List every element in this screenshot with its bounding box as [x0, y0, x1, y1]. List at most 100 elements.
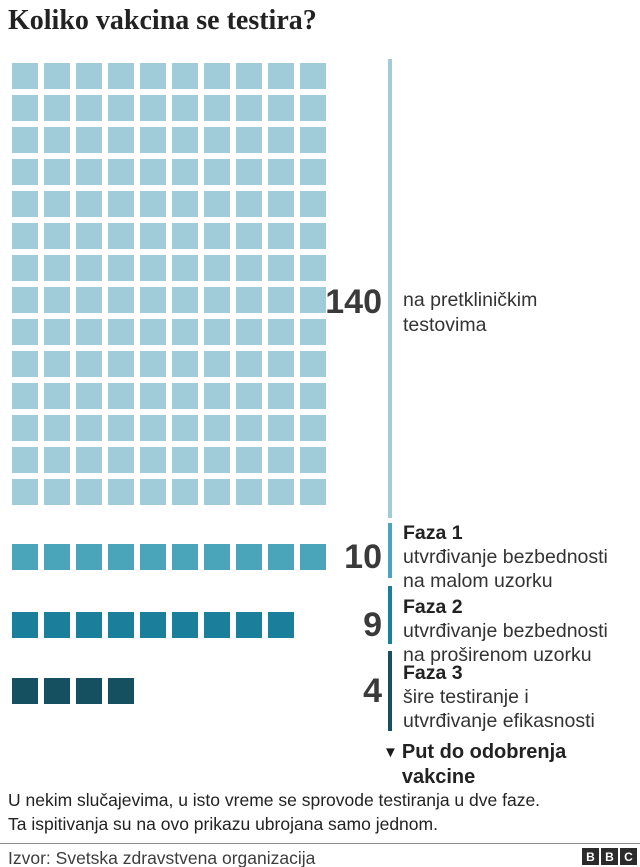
- value-preclinical: 140: [325, 283, 382, 321]
- waffle-square: [140, 95, 166, 121]
- waffle-square: [44, 95, 70, 121]
- waffle-square: [172, 479, 198, 505]
- waffle-square: [204, 191, 230, 217]
- waffle-square: [12, 415, 38, 441]
- waffle-square: [204, 223, 230, 249]
- waffle-square: [44, 255, 70, 281]
- waffle-square: [236, 479, 262, 505]
- waffle-square: [236, 191, 262, 217]
- waffle-square: [172, 447, 198, 473]
- waffle-square: [236, 127, 262, 153]
- waffle-square: [44, 678, 70, 704]
- waffle-square: [236, 255, 262, 281]
- waffle-square: [300, 351, 326, 377]
- waffle-row-phase2: [12, 612, 294, 638]
- phase3-description: šire testiranje i utvrđivanje efikasnost…: [403, 686, 595, 732]
- waffle-square: [300, 191, 326, 217]
- waffle-square: [204, 351, 230, 377]
- waffle-square: [204, 95, 230, 121]
- waffle-square: [268, 612, 294, 638]
- waffle-square: [12, 678, 38, 704]
- waffle-square: [108, 319, 134, 345]
- waffle-square: [140, 612, 166, 638]
- waffle-square: [44, 287, 70, 313]
- value-phase2: 9: [363, 606, 382, 644]
- waffle-square: [268, 319, 294, 345]
- waffle-square: [236, 95, 262, 121]
- waffle-square: [172, 255, 198, 281]
- waffle-square: [172, 319, 198, 345]
- waffle-square: [140, 223, 166, 249]
- waffle-square: [44, 351, 70, 377]
- bbc-logo: B B C: [582, 848, 637, 865]
- waffle-square: [140, 479, 166, 505]
- waffle-square: [300, 95, 326, 121]
- value-phase3: 4: [363, 672, 382, 710]
- label-block-phase1: Faza 1 utvrđivanje bezbednosti na malom …: [403, 521, 635, 593]
- waffle-square: [172, 223, 198, 249]
- waffle-square: [140, 127, 166, 153]
- phase1-title: Faza 1: [403, 522, 463, 544]
- waffle-square: [204, 255, 230, 281]
- line-segment-phase1: [388, 523, 392, 578]
- waffle-square: [172, 287, 198, 313]
- waffle-square: [236, 383, 262, 409]
- waffle-square: [44, 319, 70, 345]
- waffle-square: [172, 415, 198, 441]
- waffle-square: [44, 612, 70, 638]
- waffle-square: [172, 63, 198, 89]
- waffle-square: [204, 383, 230, 409]
- waffle-square: [300, 63, 326, 89]
- waffle-square: [76, 255, 102, 281]
- waffle-square: [108, 223, 134, 249]
- waffle-square: [12, 612, 38, 638]
- waffle-square: [12, 351, 38, 377]
- waffle-square: [300, 159, 326, 185]
- bbc-logo-block: B: [601, 848, 618, 865]
- waffle-square: [44, 63, 70, 89]
- waffle-square: [204, 479, 230, 505]
- axis-annotation-text: Put do odobrenja vakcine: [401, 741, 567, 788]
- waffle-square: [300, 319, 326, 345]
- waffle-square: [44, 479, 70, 505]
- waffle-square: [236, 223, 262, 249]
- waffle-square: [12, 127, 38, 153]
- waffle-square: [108, 678, 134, 704]
- line-segment-phase2: [388, 586, 392, 644]
- page-title: Koliko vakcina se testira?: [8, 5, 317, 36]
- label-preclinical: na pretkliničkim testovima: [403, 289, 538, 336]
- waffle-square: [268, 447, 294, 473]
- waffle-square: [268, 287, 294, 313]
- waffle-square: [44, 544, 70, 570]
- waffle-square: [140, 415, 166, 441]
- waffle-grid-preclinical: [12, 63, 326, 505]
- waffle-square: [268, 191, 294, 217]
- label-block-phase3: Faza 3 šire testiranje i utvrđivanje efi…: [403, 661, 635, 733]
- waffle-square: [44, 447, 70, 473]
- waffle-square: [268, 223, 294, 249]
- waffle-square: [44, 159, 70, 185]
- waffle-square: [236, 159, 262, 185]
- waffle-square: [108, 612, 134, 638]
- waffle-square: [108, 127, 134, 153]
- waffle-square: [268, 383, 294, 409]
- waffle-square: [236, 612, 262, 638]
- waffle-square: [140, 383, 166, 409]
- waffle-square: [204, 447, 230, 473]
- waffle-row-phase1: [12, 544, 326, 570]
- waffle-square: [76, 678, 102, 704]
- waffle-square: [300, 415, 326, 441]
- waffle-square: [204, 612, 230, 638]
- waffle-square: [300, 479, 326, 505]
- waffle-square: [172, 159, 198, 185]
- phase2-title: Faza 2: [403, 596, 463, 618]
- waffle-square: [44, 415, 70, 441]
- waffle-square: [172, 544, 198, 570]
- waffle-square: [108, 287, 134, 313]
- waffle-square: [300, 127, 326, 153]
- waffle-square: [268, 95, 294, 121]
- waffle-square: [300, 287, 326, 313]
- waffle-square: [300, 383, 326, 409]
- waffle-square: [268, 255, 294, 281]
